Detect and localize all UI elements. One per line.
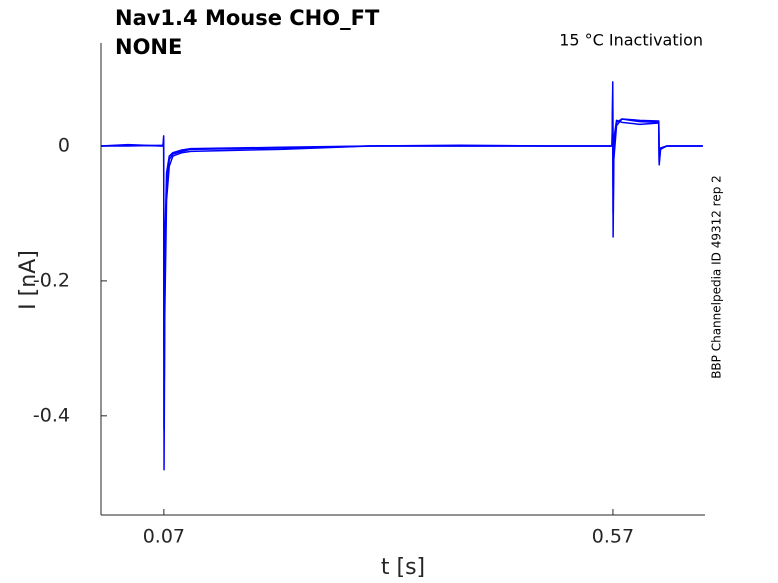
y-tick-label: -0.4 — [33, 404, 70, 426]
side-note: BBP Channelpedia ID 49312 rep 2 — [710, 175, 724, 379]
trace — [100, 104, 703, 350]
chart-title: Nav1.4 Mouse CHO_FT — [115, 6, 380, 30]
x-axis-label: t [s] — [381, 555, 425, 580]
x-tick-label: 0.57 — [592, 526, 634, 548]
y-axis-label: I [nA] — [16, 250, 41, 310]
y-tick-label: -0.2 — [33, 269, 70, 291]
x-tick-label: 0.07 — [143, 526, 185, 548]
y-tick-label: 0 — [58, 134, 70, 156]
chart-subtitle: NONE — [115, 35, 182, 59]
annotation: 15 °C Inactivation — [559, 31, 703, 50]
